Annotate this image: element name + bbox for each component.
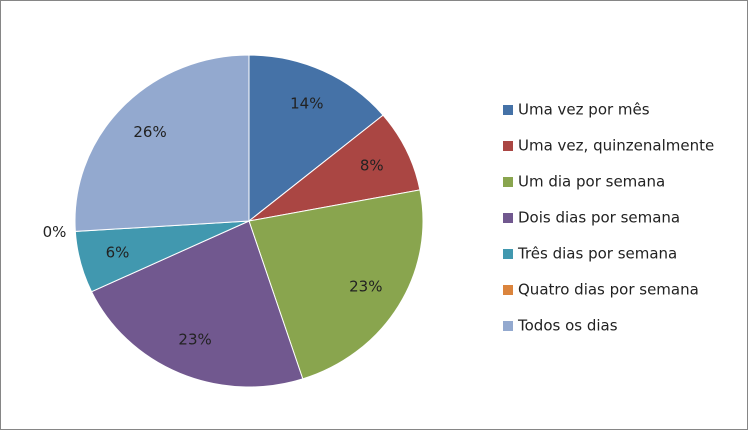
legend-swatch [503, 321, 513, 331]
legend-label: Um dia por semana [518, 173, 665, 191]
legend-label: Uma vez, quinzenalmente [518, 137, 714, 155]
data-label: 26% [133, 123, 166, 141]
pie-slice [248, 54, 384, 223]
legend-label: Dois dias por semana [518, 209, 680, 227]
legend-swatch [503, 105, 513, 115]
data-label: 23% [178, 330, 211, 348]
legend-label: Todos os dias [517, 317, 618, 335]
legend-swatch [503, 249, 513, 259]
legend-label: Quatro dias por semana [518, 281, 699, 299]
data-label: 6% [106, 244, 130, 262]
data-label: 0% [43, 223, 67, 241]
pie-slice [248, 189, 424, 380]
data-label: 23% [349, 277, 382, 295]
data-label: 14% [290, 94, 323, 112]
legend-swatch [503, 213, 513, 223]
data-label: 8% [360, 156, 384, 174]
legend-label: Uma vez por mês [518, 101, 650, 119]
legend-label: Três dias por semana [517, 245, 677, 263]
legend-swatch [503, 285, 513, 295]
legend-swatch [503, 141, 513, 151]
pie-slice [90, 220, 304, 388]
pie-slice [74, 54, 250, 232]
legend-swatch [503, 177, 513, 187]
